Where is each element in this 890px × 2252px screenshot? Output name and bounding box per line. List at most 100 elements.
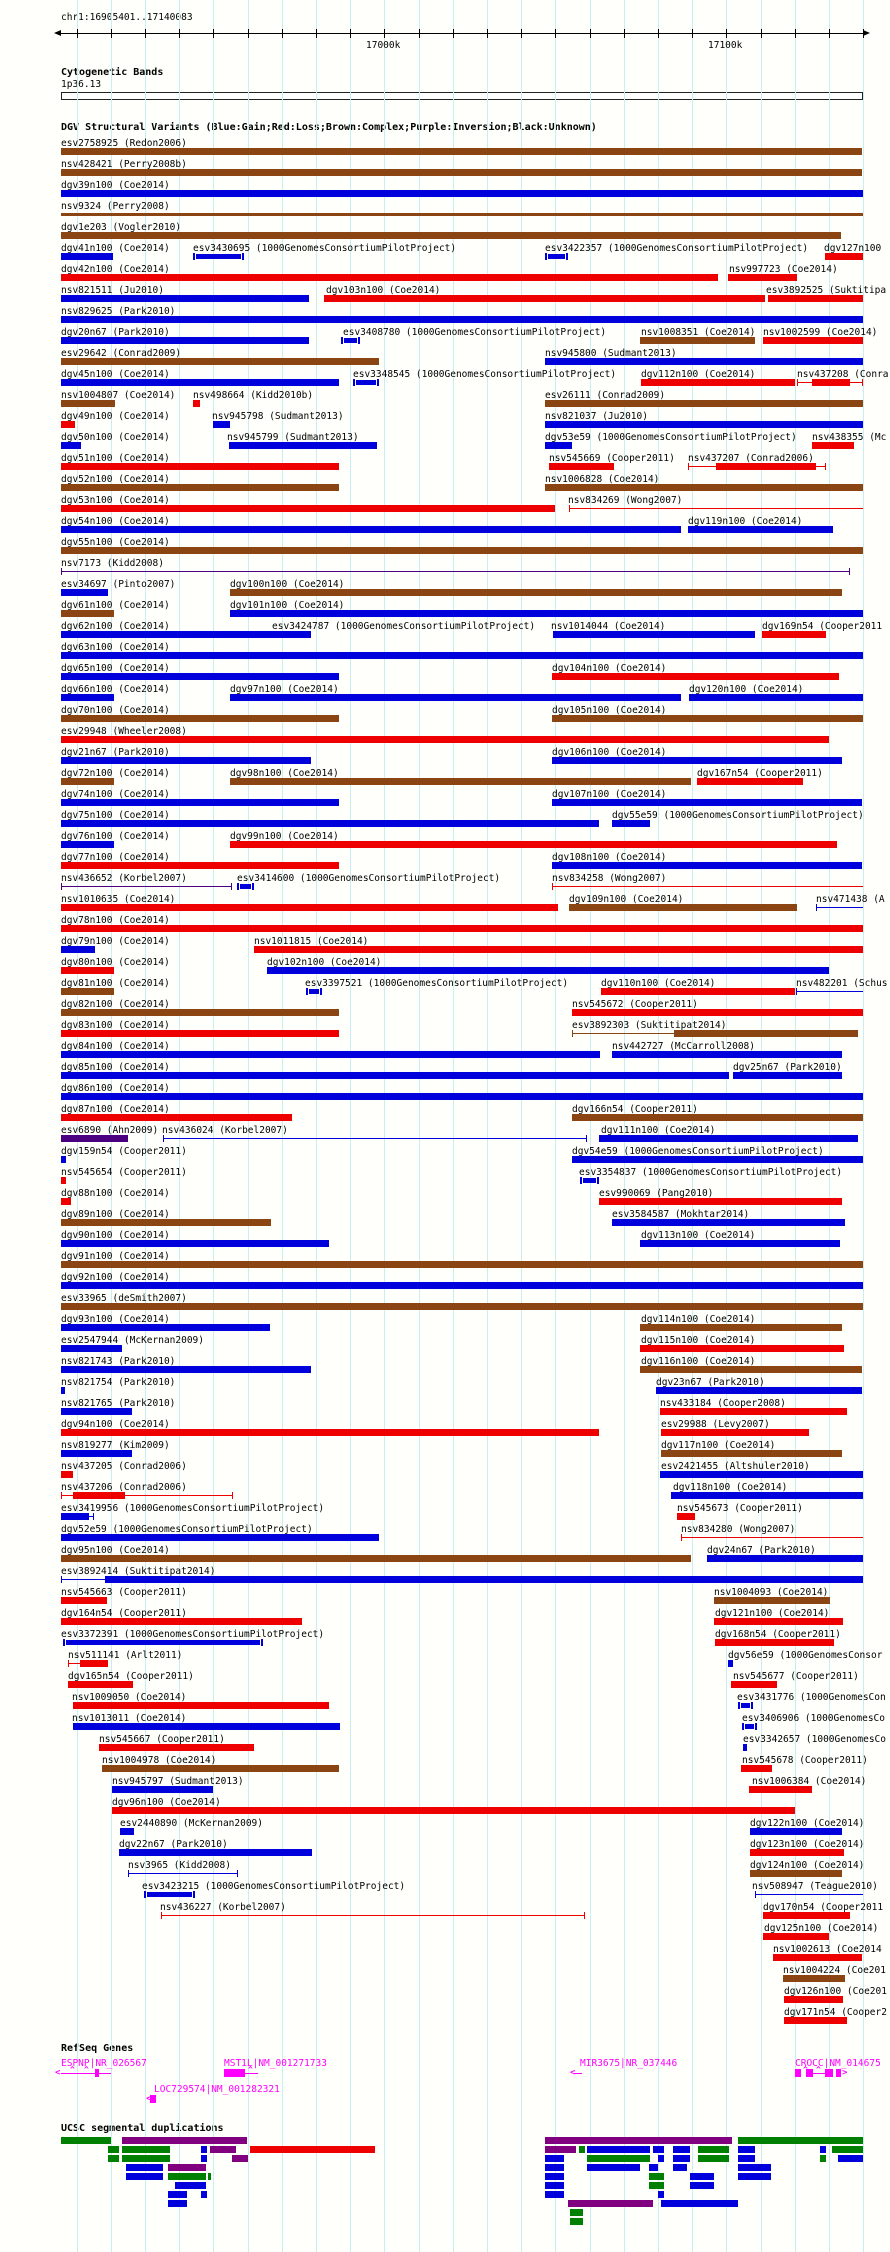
variant-bar[interactable] <box>61 967 114 974</box>
variant-label[interactable]: esv34697 (Pinto2007) <box>61 579 176 590</box>
variant-label[interactable]: dgv83n100 (Coe2014) <box>61 1020 170 1031</box>
variant-bar-cap[interactable] <box>755 1723 757 1730</box>
segdup-bar[interactable] <box>168 2200 187 2207</box>
segdup-bar[interactable] <box>570 2218 583 2225</box>
variant-label[interactable]: nsv438355 (Mc <box>812 432 887 443</box>
variant-label[interactable]: nsv834258 (Wong2007) <box>552 873 667 884</box>
variant-line-cap[interactable] <box>797 379 798 386</box>
variant-label[interactable]: dgv49n100 (Coe2014) <box>61 411 170 422</box>
variant-bar[interactable] <box>356 380 376 385</box>
variant-label[interactable]: nsv1009050 (Coe2014) <box>72 1692 187 1703</box>
variant-bar-cap[interactable] <box>751 1702 753 1709</box>
variant-bar-cap[interactable] <box>309 631 311 638</box>
segdup-bar[interactable] <box>649 2182 664 2189</box>
variant-label[interactable]: dgv93n100 (Coe2014) <box>61 1314 170 1325</box>
variant-bar[interactable] <box>61 1366 311 1373</box>
variant-label[interactable]: dgv25n67 (Park2010) <box>733 1062 842 1073</box>
gene-label[interactable]: CROCC|NM_014675 <box>795 2058 881 2069</box>
variant-label[interactable]: nsv508947 (Teague2010) <box>752 1881 878 1892</box>
variant-label[interactable]: dgv95n100 (Coe2014) <box>61 1545 170 1556</box>
variant-label[interactable]: dgv119n100 (Coe2014) <box>688 516 803 527</box>
variant-label[interactable]: dgv126n100 (Coe201 <box>784 1986 887 1997</box>
variant-bar-cap[interactable] <box>63 1639 65 1646</box>
segdup-bar[interactable] <box>545 2173 564 2180</box>
variant-bar-cap[interactable] <box>271 631 273 638</box>
segdup-bar[interactable] <box>738 2137 863 2144</box>
variant-label[interactable]: nsv7173 (Kidd2008) <box>61 558 164 569</box>
variant-label[interactable]: dgv52e59 (1000GenomesConsortiumPilotProj… <box>61 1524 313 1535</box>
variant-label[interactable]: dgv75n100 (Coe2014) <box>61 810 170 821</box>
variant-bar[interactable] <box>569 904 797 911</box>
variant-line-cap[interactable] <box>237 1870 238 1877</box>
variant-bar[interactable] <box>640 1366 862 1373</box>
variant-label[interactable]: dgv117n100 (Coe2014) <box>661 1440 776 1451</box>
segdup-bar[interactable] <box>820 2146 826 2153</box>
variant-label[interactable]: dgv105n100 (Coe2014) <box>552 705 667 716</box>
variant-bar[interactable] <box>213 421 230 428</box>
variant-label[interactable]: nsv1006828 (Coe2014) <box>545 474 660 485</box>
variant-bar-cap[interactable] <box>738 1702 740 1709</box>
variant-bar[interactable] <box>230 841 837 848</box>
variant-label[interactable]: dgv108n100 (Coe2014) <box>552 852 667 863</box>
variant-label[interactable]: dgv52n100 (Coe2014) <box>61 474 170 485</box>
variant-bar[interactable] <box>61 1534 379 1541</box>
segdup-bar[interactable] <box>579 2146 585 2153</box>
variant-bar[interactable] <box>549 463 614 470</box>
variant-line-cap[interactable] <box>128 1870 129 1877</box>
variant-bar[interactable] <box>61 547 863 554</box>
variant-bar[interactable] <box>61 652 863 659</box>
variant-bar[interactable] <box>61 757 311 764</box>
variant-bar[interactable] <box>661 1429 809 1436</box>
segdup-bar[interactable] <box>208 2173 211 2180</box>
variant-label[interactable]: dgv87n100 (Coe2014) <box>61 1104 170 1115</box>
variant-label[interactable]: nsv834269 (Wong2007) <box>568 495 683 506</box>
variant-label[interactable]: esv3414600 (1000GenomesConsortiumPilotPr… <box>237 873 501 884</box>
variant-label[interactable]: dgv92n100 (Coe2014) <box>61 1272 170 1283</box>
variant-bar[interactable] <box>61 946 95 953</box>
segdup-bar[interactable] <box>658 2155 664 2162</box>
variant-label[interactable]: nsv997723 (Coe2014) <box>729 264 838 275</box>
variant-bar[interactable] <box>61 421 75 428</box>
variant-label[interactable]: esv3348545 (1000GenomesConsortiumPilotPr… <box>353 369 617 380</box>
variant-bar[interactable] <box>61 213 863 216</box>
variant-bar[interactable] <box>61 358 379 365</box>
gene-intron-line[interactable] <box>245 2073 258 2074</box>
variant-bar[interactable] <box>61 379 339 386</box>
variant-label[interactable]: dgv125n100 (Coe2014) <box>764 1923 879 1934</box>
variant-label[interactable]: dgv111n100 (Coe2014) <box>601 1125 716 1136</box>
variant-label[interactable]: esv33965 (deSmith2007) <box>61 1293 187 1304</box>
variant-label[interactable]: dgv171n54 (Cooper2 <box>784 2007 887 2018</box>
variant-bar[interactable] <box>61 1324 270 1331</box>
gene-label[interactable]: MIR3675|NR_037446 <box>580 2058 678 2069</box>
variant-line[interactable] <box>61 886 232 887</box>
variant-bar[interactable] <box>61 1009 339 1016</box>
segdup-bar[interactable] <box>649 2164 658 2171</box>
segdup-bar[interactable] <box>108 2155 119 2162</box>
variant-bar[interactable] <box>741 1765 772 1772</box>
variant-label[interactable]: dgv101n100 (Coe2014) <box>230 600 345 611</box>
variant-label[interactable]: nsv1008351 (Coe2014) <box>641 327 756 338</box>
variant-bar[interactable] <box>61 169 862 176</box>
variant-label[interactable]: esv26111 (Conrad2009) <box>545 390 666 401</box>
variant-label[interactable]: dgv42n100 (Coe2014) <box>61 264 170 275</box>
variant-bar[interactable] <box>309 989 319 994</box>
segdup-bar[interactable] <box>738 2173 771 2180</box>
variant-label[interactable]: dgv65n100 (Coe2014) <box>61 663 170 674</box>
variant-label[interactable]: dgv80n100 (Coe2014) <box>61 957 170 968</box>
variant-bar[interactable] <box>731 1681 777 1688</box>
variant-bar[interactable] <box>112 1786 213 1793</box>
variant-bar[interactable] <box>61 904 558 911</box>
variant-line[interactable] <box>569 508 863 509</box>
gene-exon[interactable] <box>224 2069 245 2077</box>
variant-bar[interactable] <box>66 1640 260 1645</box>
variant-label[interactable]: dgv88n100 (Coe2014) <box>61 1188 170 1199</box>
variant-bar[interactable] <box>728 1660 733 1667</box>
variant-bar[interactable] <box>656 1387 862 1394</box>
segdup-bar[interactable] <box>126 2173 163 2180</box>
variant-bar[interactable] <box>193 400 200 407</box>
variant-line-cap[interactable] <box>93 1513 94 1520</box>
variant-label[interactable]: nsv1014044 (Coe2014) <box>551 621 666 632</box>
variant-bar[interactable] <box>763 337 863 344</box>
variant-line[interactable] <box>796 991 863 992</box>
variant-bar[interactable] <box>120 1828 134 1835</box>
